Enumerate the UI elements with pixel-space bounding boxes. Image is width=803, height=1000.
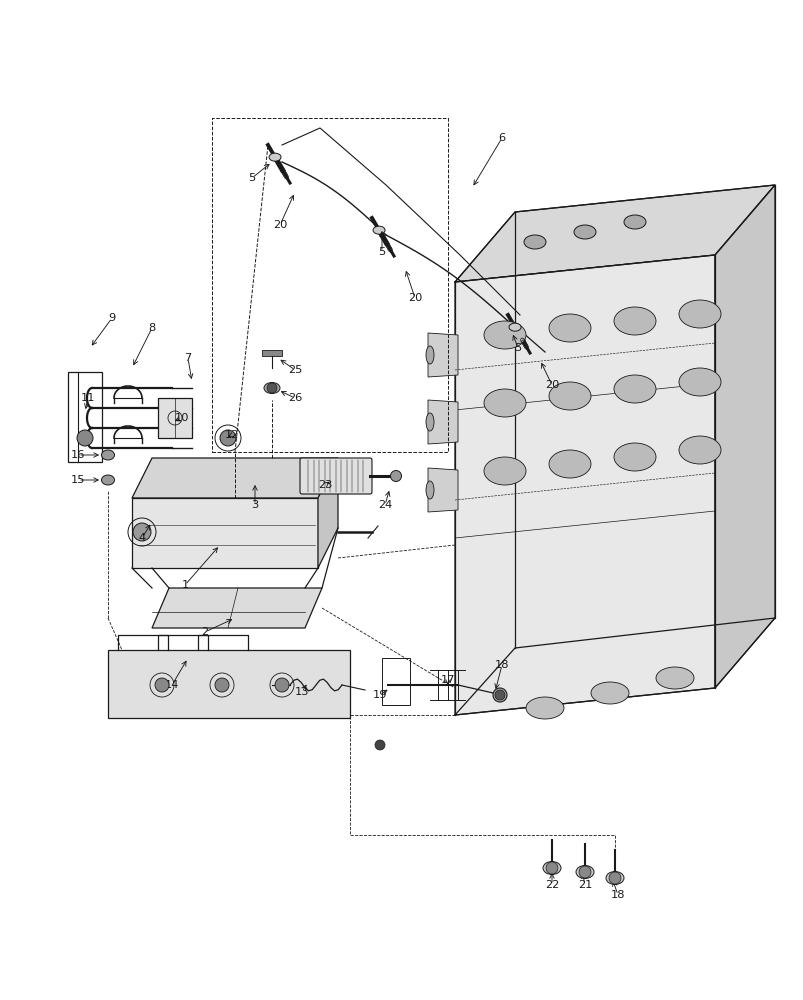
Ellipse shape [679,368,720,396]
Ellipse shape [655,667,693,689]
Polygon shape [132,498,318,568]
Polygon shape [427,468,458,512]
Ellipse shape [573,225,595,239]
Circle shape [220,430,236,446]
Text: 18: 18 [610,890,625,900]
Polygon shape [427,400,458,444]
Text: 14: 14 [165,680,179,690]
Text: 15: 15 [71,475,85,485]
Ellipse shape [269,153,281,161]
Text: 22: 22 [544,880,558,890]
Circle shape [578,866,590,878]
Polygon shape [454,185,774,282]
Ellipse shape [590,682,628,704]
Text: 3: 3 [251,500,259,510]
Text: 11: 11 [80,393,95,403]
Text: 21: 21 [577,880,592,890]
Text: 12: 12 [225,430,238,440]
Polygon shape [318,458,337,568]
Circle shape [495,690,504,700]
Ellipse shape [426,413,434,431]
Text: 9: 9 [108,313,116,323]
Ellipse shape [101,475,114,485]
Text: 7: 7 [184,353,191,363]
Circle shape [374,740,385,750]
Polygon shape [714,185,774,688]
Ellipse shape [525,697,563,719]
Circle shape [267,383,277,393]
Ellipse shape [373,226,385,234]
Polygon shape [152,588,321,628]
Ellipse shape [524,235,545,249]
Polygon shape [262,350,282,356]
Ellipse shape [548,382,590,410]
Ellipse shape [263,382,279,393]
Polygon shape [132,458,337,498]
Ellipse shape [542,861,560,874]
Text: 20: 20 [544,380,559,390]
Text: 20: 20 [272,220,287,230]
Text: 24: 24 [377,500,392,510]
Text: 6: 6 [498,133,505,143]
Ellipse shape [605,871,623,884]
Ellipse shape [390,471,401,482]
Ellipse shape [483,321,525,349]
Text: 18: 18 [494,660,508,670]
Text: 2: 2 [202,627,208,637]
Ellipse shape [508,323,520,331]
Ellipse shape [483,457,525,485]
Text: 19: 19 [373,690,387,700]
Text: 4: 4 [138,533,145,543]
Ellipse shape [679,436,720,464]
Ellipse shape [613,307,655,335]
Text: 25: 25 [287,365,302,375]
Ellipse shape [548,450,590,478]
Text: 5: 5 [248,173,255,183]
Ellipse shape [623,215,645,229]
Circle shape [275,678,288,692]
Circle shape [132,523,151,541]
Ellipse shape [575,865,593,879]
Ellipse shape [483,389,525,417]
Ellipse shape [492,688,507,702]
Circle shape [77,430,93,446]
Text: 16: 16 [71,450,85,460]
Polygon shape [108,650,349,718]
Text: 10: 10 [174,413,189,423]
Ellipse shape [613,443,655,471]
Text: 8: 8 [149,323,156,333]
Circle shape [608,872,620,884]
Text: 5: 5 [514,343,521,353]
Polygon shape [427,333,458,377]
Circle shape [155,678,169,692]
Ellipse shape [679,300,720,328]
Text: 23: 23 [317,480,332,490]
Text: 13: 13 [295,687,309,697]
Text: 26: 26 [287,393,302,403]
Ellipse shape [426,481,434,499]
Circle shape [214,678,229,692]
Circle shape [545,862,557,874]
Polygon shape [454,255,714,715]
Ellipse shape [426,346,434,364]
Polygon shape [158,398,192,438]
Ellipse shape [548,314,590,342]
Text: 20: 20 [407,293,422,303]
Ellipse shape [101,450,114,460]
Text: 1: 1 [181,580,189,590]
Text: 17: 17 [440,675,454,685]
Text: 5: 5 [378,247,385,257]
FancyBboxPatch shape [300,458,372,494]
Ellipse shape [613,375,655,403]
